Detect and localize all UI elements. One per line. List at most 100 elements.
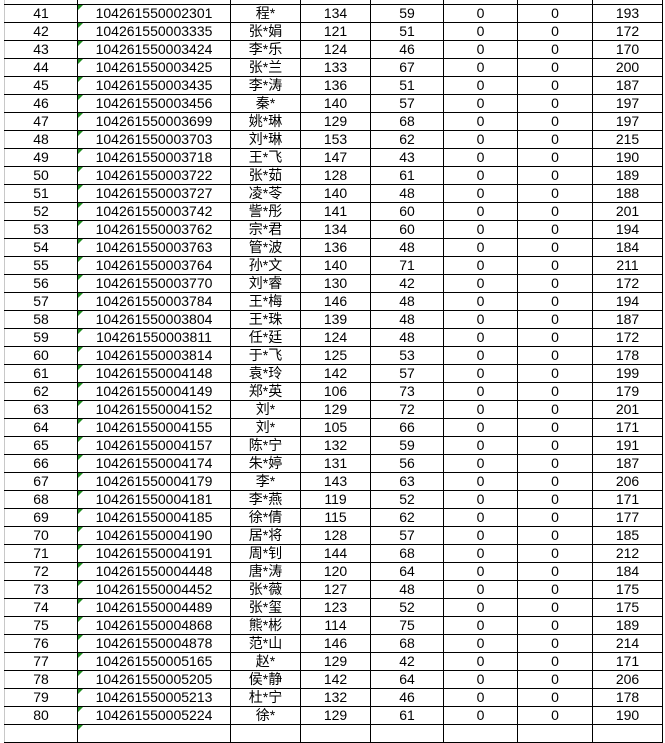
score-2-cell[interactable]: 52 <box>370 598 444 617</box>
score-1-cell[interactable]: 129 <box>300 706 371 725</box>
score-2-cell[interactable]: 56 <box>370 454 444 473</box>
score-1-cell[interactable]: 125 <box>300 346 371 365</box>
name-cell[interactable]: 刘* <box>230 400 301 419</box>
score-1-cell[interactable]: 123 <box>300 598 371 617</box>
score-1-cell[interactable]: 106 <box>300 382 371 401</box>
student-id-cell[interactable]: 104261550005165 <box>77 652 231 671</box>
score-4-cell[interactable]: 0 <box>517 436 593 455</box>
score-1-cell[interactable]: 124 <box>300 40 371 59</box>
name-cell[interactable]: 刘*琳 <box>230 130 301 149</box>
name-cell[interactable]: 王*珠 <box>230 310 301 329</box>
row-number-cell[interactable] <box>4 724 78 743</box>
name-cell[interactable]: 张*薇 <box>230 580 301 599</box>
score-3-cell[interactable]: 0 <box>443 94 518 113</box>
score-1-cell[interactable]: 120 <box>300 562 371 581</box>
score-3-cell[interactable]: 0 <box>443 58 518 77</box>
row-number-cell[interactable]: 41 <box>4 4 78 23</box>
total-cell[interactable]: 175 <box>592 598 663 617</box>
score-3-cell[interactable]: 0 <box>443 202 518 221</box>
row-number-cell[interactable]: 43 <box>4 40 78 59</box>
name-cell[interactable]: 朱*婷 <box>230 454 301 473</box>
score-3-cell[interactable]: 0 <box>443 292 518 311</box>
name-cell[interactable]: 訾*彤 <box>230 202 301 221</box>
student-id-cell[interactable]: 104261550005205 <box>77 670 231 689</box>
row-number-cell[interactable]: 49 <box>4 148 78 167</box>
row-number-cell[interactable]: 71 <box>4 544 78 563</box>
student-id-cell[interactable]: 104261550004181 <box>77 490 231 509</box>
score-1-cell[interactable]: 142 <box>300 670 371 689</box>
row-number-cell[interactable]: 68 <box>4 490 78 509</box>
total-cell[interactable]: 179 <box>592 382 663 401</box>
score-1-cell[interactable]: 133 <box>300 58 371 77</box>
name-cell[interactable]: 熊*彬 <box>230 616 301 635</box>
student-id-cell[interactable]: 104261550003727 <box>77 184 231 203</box>
total-cell[interactable]: 206 <box>592 670 663 689</box>
score-3-cell[interactable]: 0 <box>443 580 518 599</box>
score-3-cell[interactable]: 0 <box>443 346 518 365</box>
row-number-cell[interactable]: 44 <box>4 58 78 77</box>
total-cell[interactable]: 197 <box>592 94 663 113</box>
score-4-cell[interactable]: 0 <box>517 526 593 545</box>
score-2-cell[interactable]: 75 <box>370 616 444 635</box>
score-1-cell[interactable]: 115 <box>300 508 371 527</box>
score-4-cell[interactable]: 0 <box>517 76 593 95</box>
total-cell[interactable]: 172 <box>592 328 663 347</box>
row-number-cell[interactable]: 70 <box>4 526 78 545</box>
name-cell[interactable]: 郑*英 <box>230 382 301 401</box>
score-4-cell[interactable]: 0 <box>517 634 593 653</box>
score-3-cell[interactable]: 0 <box>443 220 518 239</box>
student-id-cell[interactable]: 104261550004149 <box>77 382 231 401</box>
score-4-cell[interactable]: 0 <box>517 670 593 689</box>
score-4-cell[interactable]: 0 <box>517 706 593 725</box>
row-number-cell[interactable]: 46 <box>4 94 78 113</box>
total-cell[interactable]: 170 <box>592 40 663 59</box>
score-2-cell[interactable]: 48 <box>370 184 444 203</box>
student-id-cell[interactable]: 104261550003435 <box>77 76 231 95</box>
row-number-cell[interactable]: 65 <box>4 436 78 455</box>
total-cell[interactable]: 177 <box>592 508 663 527</box>
score-4-cell[interactable]: 0 <box>517 202 593 221</box>
score-3-cell[interactable]: 0 <box>443 544 518 563</box>
score-1-cell[interactable]: 141 <box>300 202 371 221</box>
score-2-cell[interactable]: 48 <box>370 580 444 599</box>
total-cell[interactable]: 190 <box>592 148 663 167</box>
score-4-cell[interactable]: 0 <box>517 184 593 203</box>
total-cell[interactable]: 191 <box>592 436 663 455</box>
score-3-cell[interactable]: 0 <box>443 310 518 329</box>
row-number-cell[interactable]: 55 <box>4 256 78 275</box>
total-cell[interactable] <box>592 724 663 743</box>
total-cell[interactable]: 190 <box>592 706 663 725</box>
score-1-cell[interactable]: 131 <box>300 454 371 473</box>
score-2-cell[interactable]: 53 <box>370 346 444 365</box>
total-cell[interactable]: 184 <box>592 238 663 257</box>
score-1-cell[interactable]: 140 <box>300 184 371 203</box>
score-4-cell[interactable]: 0 <box>517 58 593 77</box>
student-id-cell[interactable]: 104261550003811 <box>77 328 231 347</box>
score-1-cell[interactable]: 129 <box>300 400 371 419</box>
total-cell[interactable]: 171 <box>592 490 663 509</box>
total-cell[interactable]: 187 <box>592 310 663 329</box>
score-3-cell[interactable]: 0 <box>443 112 518 131</box>
score-2-cell[interactable]: 64 <box>370 562 444 581</box>
total-cell[interactable]: 201 <box>592 400 663 419</box>
score-1-cell[interactable]: 144 <box>300 544 371 563</box>
name-cell[interactable]: 孙*文 <box>230 256 301 275</box>
total-cell[interactable]: 172 <box>592 274 663 293</box>
score-3-cell[interactable]: 0 <box>443 184 518 203</box>
name-cell[interactable]: 刘* <box>230 418 301 437</box>
score-2-cell[interactable]: 57 <box>370 526 444 545</box>
score-3-cell[interactable]: 0 <box>443 400 518 419</box>
row-number-cell[interactable]: 58 <box>4 310 78 329</box>
name-cell[interactable]: 徐*倩 <box>230 508 301 527</box>
name-cell[interactable]: 于*飞 <box>230 346 301 365</box>
name-cell[interactable]: 凌*苓 <box>230 184 301 203</box>
score-2-cell[interactable]: 59 <box>370 436 444 455</box>
score-2-cell[interactable]: 51 <box>370 22 444 41</box>
name-cell[interactable]: 周*钊 <box>230 544 301 563</box>
score-1-cell[interactable]: 147 <box>300 148 371 167</box>
name-cell[interactable]: 程* <box>230 4 301 23</box>
score-4-cell[interactable]: 0 <box>517 166 593 185</box>
name-cell[interactable]: 唐*涛 <box>230 562 301 581</box>
score-4-cell[interactable]: 0 <box>517 22 593 41</box>
score-2-cell[interactable]: 59 <box>370 4 444 23</box>
